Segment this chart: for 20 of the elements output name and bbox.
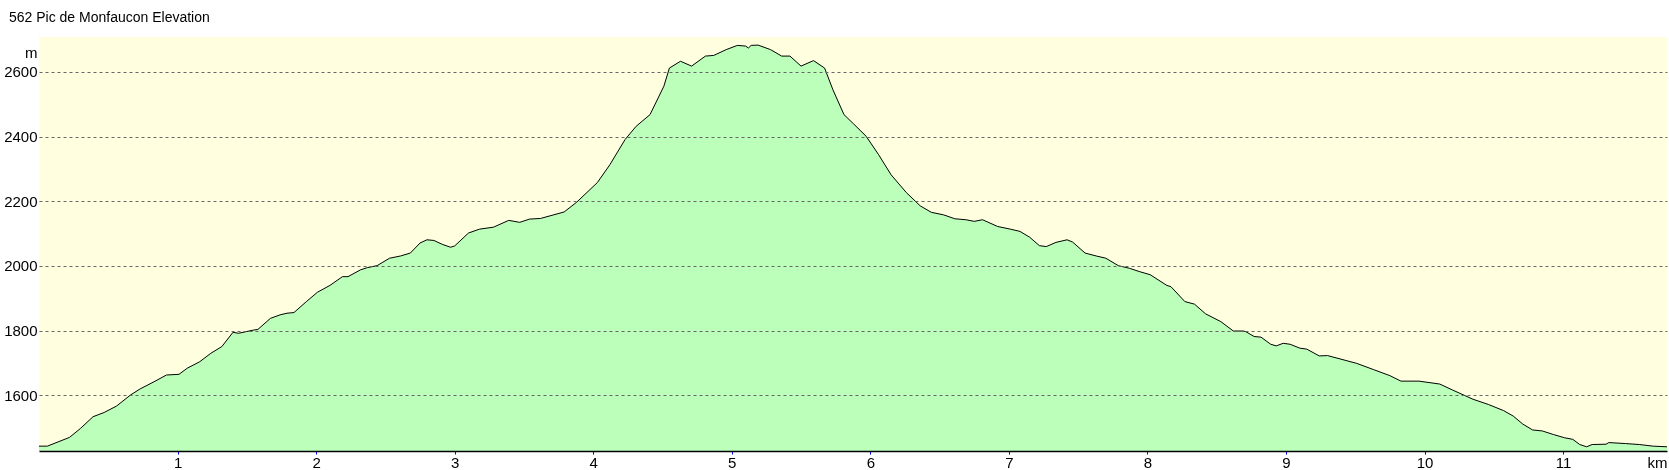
x-tick-label: 1 xyxy=(173,453,183,470)
y-tick-label: 2200 xyxy=(4,192,38,210)
y-tick-label: 1800 xyxy=(4,322,38,340)
x-tick-label: 8 xyxy=(1143,453,1153,470)
x-tick-label: 7 xyxy=(1005,453,1014,470)
y-axis-title: m xyxy=(25,43,38,61)
x-tick-label: 3 xyxy=(450,453,460,470)
x-tick-label: 4 xyxy=(589,453,598,470)
x-tick-label: 11 xyxy=(1555,453,1572,470)
x-tick-label: 2 xyxy=(312,453,321,470)
x-tick-label: 5 xyxy=(728,453,737,470)
y-tick-label: 2600 xyxy=(4,63,38,81)
x-tick-label: 9 xyxy=(1282,453,1291,470)
x-tick-label: 6 xyxy=(866,453,875,470)
chart-title: 562 Pic de Monfaucon Elevation xyxy=(9,9,210,25)
y-tick-label: 2400 xyxy=(4,128,38,146)
y-tick-label: 2000 xyxy=(4,257,38,275)
x-axis-title: km xyxy=(1647,453,1668,470)
x-tick-label: 10 xyxy=(1416,453,1434,470)
y-tick-label: 1600 xyxy=(4,386,38,404)
